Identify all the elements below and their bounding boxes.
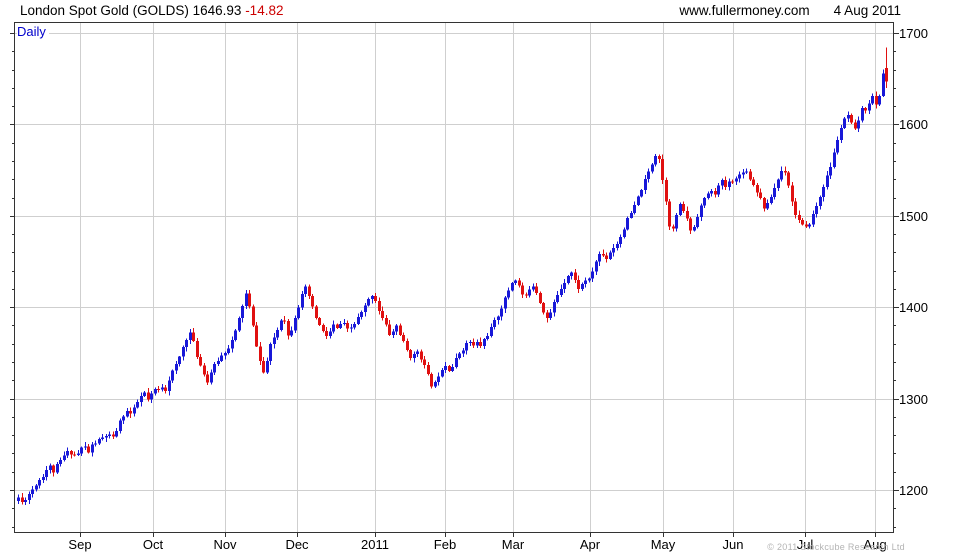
svg-text:Aug: Aug (863, 537, 886, 552)
svg-text:1700: 1700 (899, 26, 928, 41)
svg-text:Feb: Feb (434, 537, 456, 552)
svg-text:Dec: Dec (285, 537, 309, 552)
last-price: 1646.93 (192, 3, 242, 18)
svg-text:1500: 1500 (899, 209, 928, 224)
axis-ticks (10, 33, 899, 537)
copyright-text: © 2011 Stockcube Research Ltd (767, 542, 905, 552)
price-change: -14.82 (245, 3, 284, 18)
svg-text:Nov: Nov (213, 537, 237, 552)
svg-text:1600: 1600 (899, 117, 928, 132)
svg-text:Jul: Jul (797, 537, 814, 552)
svg-text:1400: 1400 (899, 300, 928, 315)
svg-text:Jun: Jun (723, 537, 744, 552)
candles (17, 47, 888, 505)
svg-text:Mar: Mar (502, 537, 525, 552)
website-text: www.fullermoney.com (679, 3, 810, 18)
svg-text:1300: 1300 (899, 392, 928, 407)
chart-title: London Spot Gold (GOLDS) 1646.93 -14.82 (20, 3, 283, 18)
svg-text:Oct: Oct (143, 537, 164, 552)
instrument-name: London Spot Gold (GOLDS) (20, 3, 189, 18)
svg-text:Apr: Apr (580, 537, 601, 552)
axis-labels: 1200 1300 1400 1500 1600 1700 Sep Oct Nov Dec 2011… (68, 26, 927, 552)
svg-text:1200: 1200 (899, 483, 928, 498)
svg-text:May: May (651, 537, 676, 552)
svg-text:Sep: Sep (68, 537, 91, 552)
svg-text:2011: 2011 (361, 537, 389, 552)
chart-header-right: www.fullermoney.com 4 Aug 2011 (679, 3, 901, 18)
interval-label: Daily (17, 24, 49, 39)
gridlines (14, 22, 893, 532)
chart-date: 4 Aug 2011 (833, 3, 901, 18)
